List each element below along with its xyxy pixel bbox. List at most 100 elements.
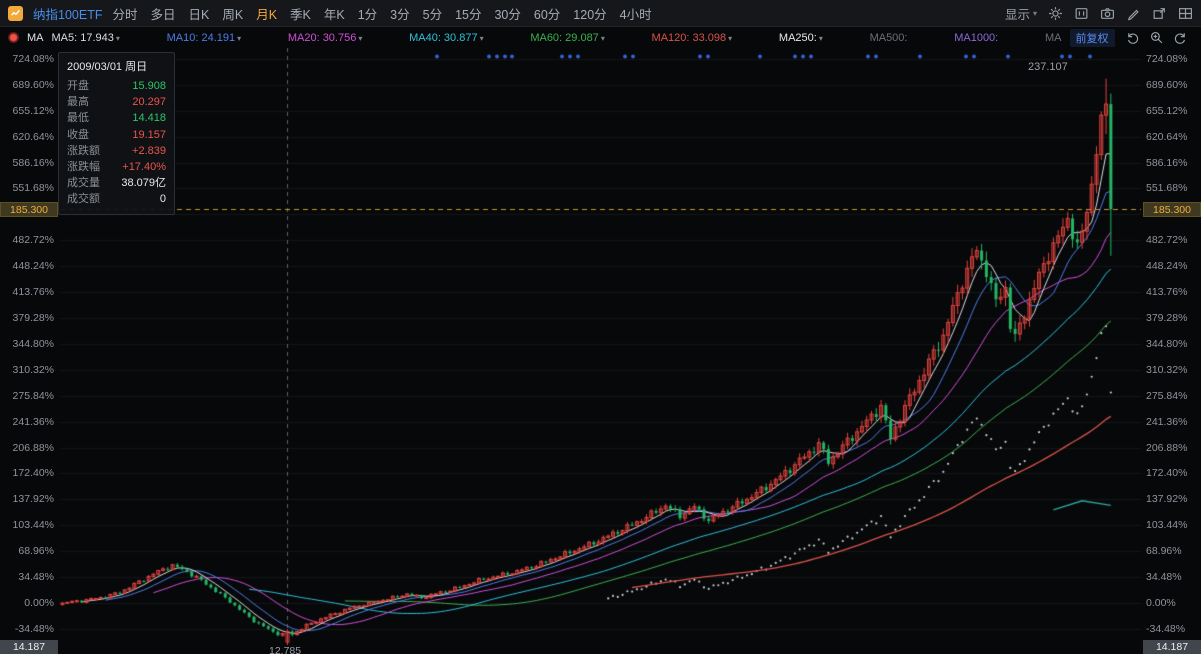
ma-legend-label: MA5: 17.943 [51,31,114,44]
tooltip-row-label: 成交额 [67,193,100,206]
ma-legend-item-9[interactable]: MA [1045,32,1062,44]
chevron-down-icon: ▾ [728,33,733,43]
axis-label: 68.96% [1146,545,1182,558]
axis-label: 655.12% [12,104,54,117]
tooltip-row: 开盘 15.908 [67,78,166,94]
indicator-name: MA [27,31,44,44]
period-tab-5[interactable]: 季K [290,7,311,22]
axis-label: 0.00% [1146,597,1176,609]
period-tab-9[interactable]: 5分 [422,7,443,22]
low-price-annotation: 12.785 [269,645,302,654]
period-tabs: 分时 多日 日K 周K 月K 季K 年K 1分 3分 5分 15分 30分 60分 120分 4小时 [112,4,651,23]
axis-label: 206.88% [12,441,54,454]
axis-label: 620.64% [1146,130,1188,143]
axis-label: 206.88% [1146,441,1188,454]
ma-legend: MA5: 17.943 ▾ MA10: 24.191 ▾ MA20: 30.756 ▾ MA… [52,32,1062,44]
layout-grid-icon[interactable] [1178,6,1193,21]
tooltip-row-label: 最低 [67,112,89,125]
high-price-annotation: 237.107 [1028,61,1068,73]
tooltip-row-label: 成交量 [67,177,100,190]
tooltip-row-value: 0 [159,193,166,206]
axis-label: 103.44% [12,519,54,532]
tooltip-row-label: 涨跌幅 [67,161,100,174]
period-tab-1[interactable]: 多日 [150,7,176,22]
axis-label: 137.92% [1146,493,1188,506]
tooltip-date: 2009/03/01 周日 [67,61,148,73]
top-toolbar: 纳指100ETF 分时 多日 日K 周K 月K 季K 年K 1分 3分 5分 15分 30分 60分 12… [0,0,1201,27]
candle-style-icon[interactable] [1074,6,1089,21]
axis-label: 724.08% [1146,52,1188,65]
ma-legend-item-2[interactable]: MA20: 30.756 ▾ [288,32,363,44]
tooltip-row-value: 15.908 [132,80,166,92]
period-tab-6[interactable]: 年K [323,7,345,22]
ma-legend-item-4[interactable]: MA60: 29.087 ▾ [530,32,605,44]
axis-label: 34.48% [18,571,54,584]
ma-legend-item-8[interactable]: MA1000: [954,32,998,44]
tooltip-row: 涨跌额 +2.839 [67,143,166,159]
axis-label: 137.92% [12,493,54,506]
axis-min-tag-left: 14.187 [0,640,58,654]
symbol-name[interactable]: 纳指100ETF [33,7,103,22]
period-tab-8[interactable]: 3分 [390,7,410,22]
current-price-tag-left: 185.300 [0,201,58,217]
period-tab-2[interactable]: 日K [188,7,210,22]
period-tab-13[interactable]: 120分 [573,7,607,22]
ma-legend-label: MA1000: [954,31,999,44]
period-tab-11[interactable]: 30分 [494,7,521,22]
redo-icon[interactable] [1173,30,1188,45]
axis-label: 241.36% [1146,415,1188,428]
axis-label: 103.44% [1146,519,1188,532]
chevron-down-icon: ▾ [237,33,242,43]
axis-label: 172.40% [1146,467,1188,480]
tooltip-row-label: 开盘 [67,80,89,92]
app-logo-icon [8,5,23,21]
ma-legend-label: MA40: 30.877 [409,31,478,44]
chevron-down-icon: ▾ [818,33,823,43]
indicator-bar: MA MA5: 17.943 ▾ MA10: 24.191 ▾ MA20: 30.756… [0,27,1201,48]
axis-label: 275.84% [1146,389,1188,402]
tooltip-row-value: 38.079亿 [121,177,166,190]
period-tab-14[interactable]: 4小时 [619,7,652,22]
axis-label: 448.24% [1146,260,1188,273]
ma-legend-item-1[interactable]: MA10: 24.191 ▾ [167,32,242,44]
axis-label: 482.72% [12,234,54,247]
axis-label: 482.72% [1146,234,1188,247]
ma-legend-label: MA [1044,31,1062,44]
tooltip-row: 涨跌幅 +17.40% [67,159,166,175]
ma-legend-item-0[interactable]: MA5: 17.943 ▾ [52,32,120,44]
display-dropdown[interactable]: 显示 ▾ [1005,4,1037,23]
indicator-eye-icon[interactable] [8,32,19,43]
zoom-in-icon[interactable] [1149,30,1164,45]
tooltip-row-value: 19.157 [132,128,166,141]
axis-label: 344.80% [12,337,54,350]
settings-gear-icon[interactable] [1048,6,1063,21]
period-tab-4[interactable]: 月K [256,7,278,22]
axis-label: 34.48% [1146,571,1182,584]
adjust-mode-button[interactable]: 前复权 [1069,28,1115,47]
ma-legend-item-7[interactable]: MA500: [870,32,908,44]
ma-legend-item-5[interactable]: MA120: 33.098 ▾ [652,32,733,44]
period-tab-3[interactable]: 周K [222,7,244,22]
undo-icon[interactable] [1125,30,1140,45]
period-tab-12[interactable]: 60分 [533,7,561,22]
ma-legend-item-3[interactable]: MA40: 30.877 ▾ [409,32,484,44]
axis-label: 551.68% [12,182,54,195]
period-tab-10[interactable]: 15分 [455,7,482,22]
ma-legend-label: MA250: [778,31,817,44]
camera-icon[interactable] [1100,6,1115,21]
current-price-tag-right: 185.300 [1143,201,1201,217]
period-tab-7[interactable]: 1分 [357,7,378,22]
ma-legend-item-6[interactable]: MA250: ▾ [779,32,823,44]
axis-label: 310.32% [12,363,54,376]
axis-label: 551.68% [1146,182,1188,195]
chevron-down-icon: ▾ [600,33,605,43]
draw-pen-icon[interactable] [1126,6,1141,21]
popout-icon[interactable] [1152,6,1167,21]
y-axis-left: 724.08% 689.60% 655.12% 620.64% 586.16% 551.6… [0,0,58,654]
axis-label: 586.16% [12,156,54,169]
period-tab-0[interactable]: 分时 [112,7,138,22]
axis-label: 689.60% [1146,78,1188,91]
axis-label: 0.00% [24,597,54,609]
axis-label: 275.84% [12,389,54,402]
